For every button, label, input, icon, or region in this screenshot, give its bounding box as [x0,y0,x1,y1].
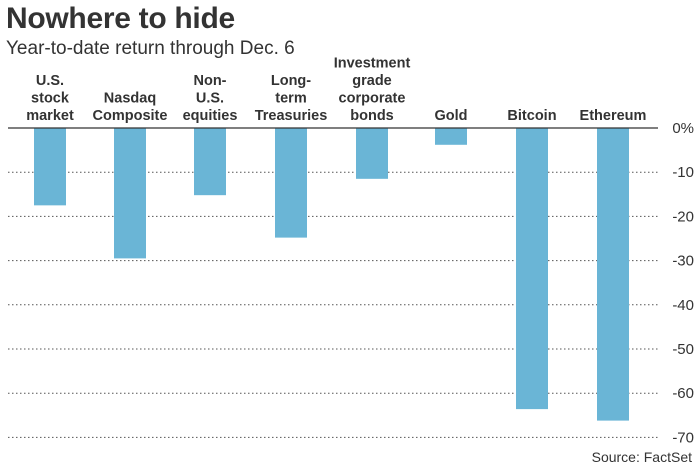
category-label: Investment grade corporate bonds [334,56,411,125]
bar [356,128,388,179]
y-tick-label: -70 [672,429,694,446]
category-label: Ethereum [580,108,647,124]
y-tick-label: -20 [672,208,694,225]
y-tick-label: -60 [672,385,694,402]
chart-title: Nowhere to hide [6,2,235,35]
bar [114,128,146,259]
bar [194,128,226,196]
source-note: Source: FactSet [591,449,692,465]
category-label: Gold [434,108,467,124]
bar [275,128,307,238]
bar [435,128,467,145]
category-label: Bitcoin [507,108,556,124]
y-tick-label: 0% [672,120,694,137]
category-label: Nasdaq Composite [93,91,168,125]
chart-subtitle: Year-to-date return through Dec. 6 [6,38,295,59]
category-label: Non-U.S. equities [183,73,238,124]
y-tick-label: -30 [672,253,694,270]
category-label: U.S. stock market [26,73,74,124]
bar [516,128,548,410]
category-label: Long-term Treasuries [255,73,328,124]
y-tick-label: -50 [672,341,694,358]
bar [597,128,629,421]
bar [34,128,66,206]
y-tick-label: -10 [672,164,694,181]
y-tick-label: -40 [672,297,694,314]
